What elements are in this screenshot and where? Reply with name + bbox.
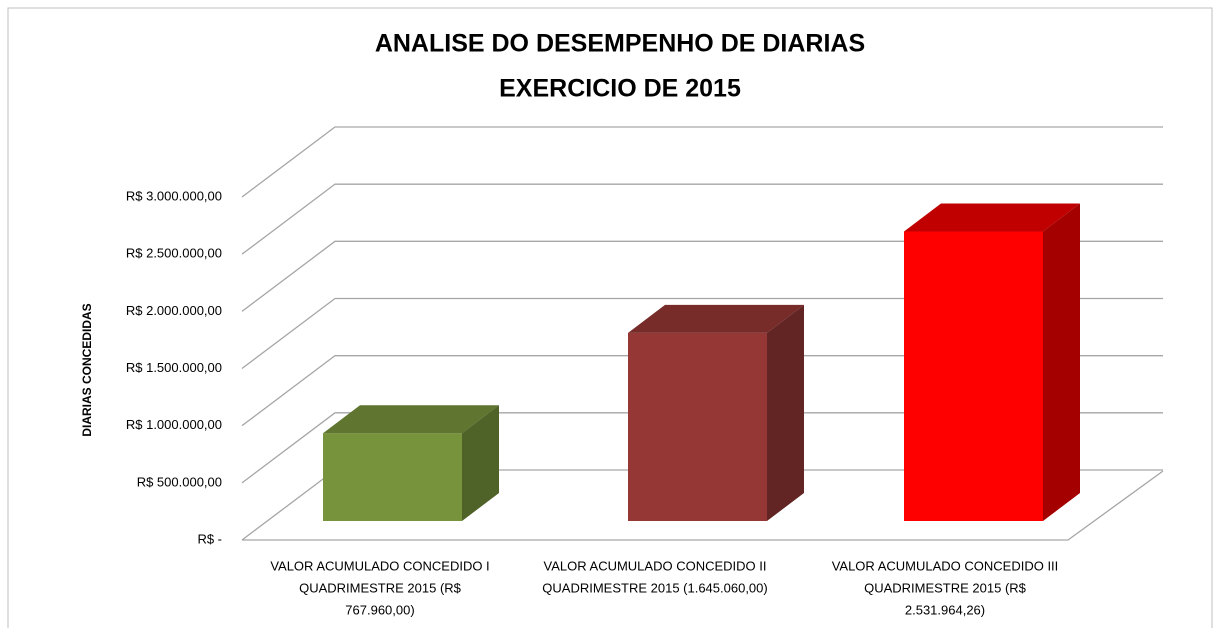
grid-line (241, 412, 1163, 484)
grid-line (241, 126, 1163, 198)
y-tick-label: R$ 2.500.000,00 (126, 246, 222, 261)
floor-edge (242, 470, 1164, 541)
chart-title: ANALISE DO DESEMPENHO DE DIARIAS (375, 30, 865, 58)
y-axis-title: DIARIAS CONCEDIDAS (80, 303, 94, 436)
x-tick-label: QUADRIMESTRE 2015 (R$ (299, 580, 462, 595)
grid-line (241, 240, 1163, 312)
x-tick-label: QUADRIMESTRE 2015 (1.645.060,00) (542, 580, 767, 595)
y-tick-label: R$ 1.000.000,00 (126, 417, 222, 432)
x-tick-label: QUADRIMESTRE 2015 (R$ (864, 580, 1027, 595)
x-tick-label: VALOR ACUMULADO CONCEDIDO II (544, 558, 767, 573)
grid-line (241, 183, 1163, 255)
bar-front (904, 231, 1043, 521)
bar-side (767, 304, 804, 521)
y-tick-label: R$ - (197, 531, 222, 546)
y-tick-label: R$ 3.000.000,00 (126, 188, 222, 203)
bar-top (628, 304, 804, 333)
x-tick-label: VALOR ACUMULADO CONCEDIDO III (832, 558, 1059, 573)
grid-line (241, 355, 1163, 427)
x-tick-label: 767.960,00) (345, 602, 414, 617)
y-tick-label: R$ 500.000,00 (137, 474, 222, 489)
bar-front (323, 433, 462, 521)
bar-top (323, 405, 499, 434)
grid-line (241, 297, 1163, 370)
x-tick-label: VALOR ACUMULADO CONCEDIDO I (270, 558, 489, 573)
y-tick-label: R$ 1.500.000,00 (126, 360, 222, 375)
bar-front (628, 332, 767, 521)
bar-top (904, 203, 1080, 232)
bar-side (462, 405, 499, 521)
chart-title: EXERCICIO DE 2015 (499, 75, 741, 103)
bar-side (1043, 203, 1080, 521)
y-tick-label: R$ 2.000.000,00 (126, 303, 222, 318)
x-tick-label: 2.531.964,26) (905, 602, 985, 617)
